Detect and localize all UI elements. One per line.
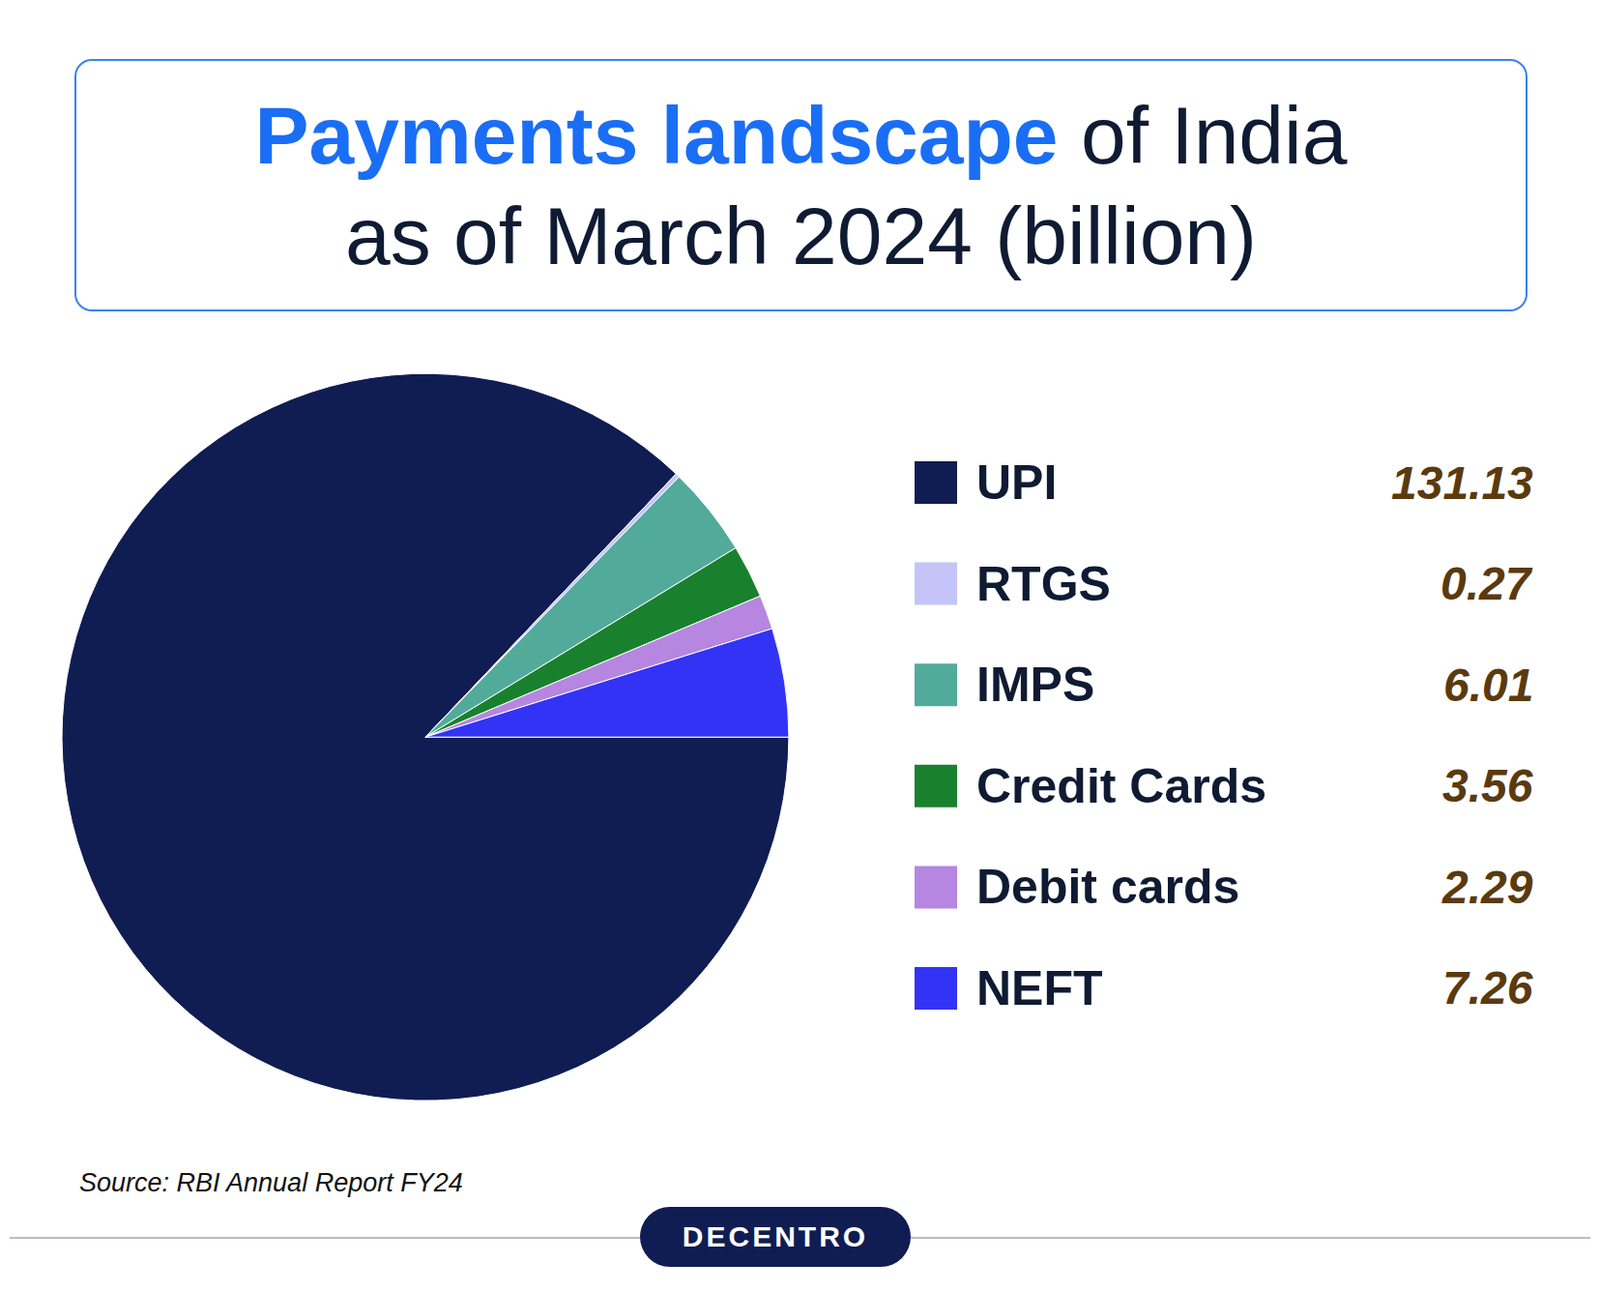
html-text:Payments landscape of India: Payments landscape of India [254, 89, 1348, 181]
html-text:Source: RBI Annual Report FY24: Source: RBI Annual Report FY24 [79, 1167, 463, 1197]
svg-text:UPI: UPI [976, 455, 1057, 510]
svg-text:2.29: 2.29 [1441, 861, 1534, 913]
svg-text:3.56: 3.56 [1442, 759, 1534, 812]
svg-text:NEFT: NEFT [976, 960, 1104, 1016]
svg-text:Credit Cards: Credit Cards [976, 758, 1267, 814]
svg-text:Debit cards: Debit cards [976, 859, 1240, 914]
svg-text:7.26: 7.26 [1442, 961, 1534, 1014]
html-text:as of March 2024 (billion): as of March 2024 (billion) [345, 189, 1257, 281]
svg-text:0.27: 0.27 [1440, 557, 1534, 610]
svg-text:IMPS: IMPS [976, 657, 1095, 712]
svg-text:RTGS: RTGS [976, 556, 1111, 611]
html-text:DECENTRO: DECENTRO [682, 1220, 869, 1252]
svg-text:131.13: 131.13 [1391, 457, 1534, 509]
svg-text:6.01: 6.01 [1443, 659, 1534, 711]
